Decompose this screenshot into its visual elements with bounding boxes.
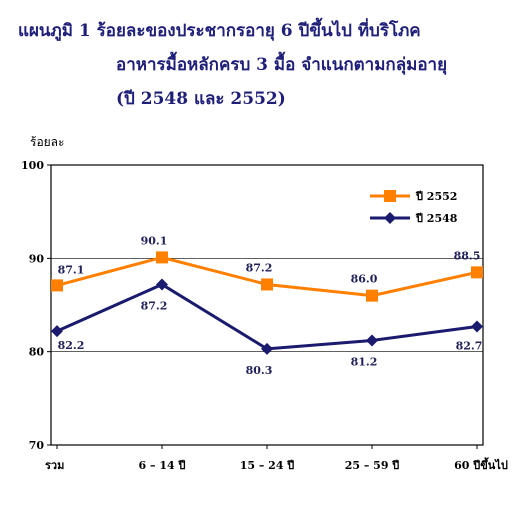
- x-tick-label: 6 – 14 ปี: [139, 459, 186, 472]
- data-point-diamond: [51, 325, 63, 338]
- data-label: 90.1: [141, 234, 168, 247]
- plot-area: [50, 164, 484, 446]
- data-point-square: [156, 251, 168, 264]
- data-point-diamond: [471, 320, 483, 333]
- title-line-3: (ปี 2548 และ 2552): [116, 89, 286, 109]
- legend-label: ปี 2552: [415, 190, 458, 203]
- legend-label: ปี 2548: [415, 212, 458, 225]
- y-tick-label: 90: [29, 252, 45, 265]
- data-label: 87.2: [246, 261, 273, 274]
- x-tick-label: รวม: [45, 459, 64, 472]
- data-label: 88.5: [454, 249, 481, 262]
- data-label: 82.7: [456, 339, 483, 352]
- chart-title: แผนภูมิ 1 ร้อยละของประชากรอายุ 6 ปีขึ้นไ…: [18, 14, 508, 116]
- x-tick-label: 15 – 24 ปี: [240, 459, 295, 472]
- y-axis-label: ร้อยละ: [30, 135, 64, 149]
- x-tick-label: 60 ปีขึ้นไป: [454, 457, 508, 472]
- data-label: 86.0: [351, 273, 378, 286]
- y-tick-label: 80: [29, 346, 45, 359]
- data-label: 81.2: [351, 355, 378, 368]
- data-label: 87.1: [58, 263, 85, 276]
- title-line-2: อาหารมื้อหลักครบ 3 มื้อ จำแนกตามกลุ่มอาย…: [116, 55, 448, 75]
- data-label: 87.2: [141, 299, 168, 312]
- y-tick-label: 100: [21, 159, 44, 172]
- data-point-square: [51, 279, 63, 292]
- title-line-1: แผนภูมิ 1 ร้อยละของประชากรอายุ 6 ปีขึ้นไ…: [18, 21, 421, 41]
- legend-marker-square: [384, 190, 396, 202]
- data-point-diamond: [261, 342, 273, 355]
- data-point-square: [261, 278, 273, 291]
- legend-marker-diamond: [384, 212, 396, 224]
- data-point-diamond: [366, 334, 378, 347]
- data-point-square: [366, 289, 378, 302]
- data-point-square: [471, 266, 483, 279]
- data-label: 80.3: [246, 364, 273, 377]
- data-label: 82.2: [58, 339, 85, 352]
- data-point-diamond: [156, 278, 168, 291]
- x-tick-label: 25 – 59 ปี: [345, 459, 400, 472]
- y-tick-label: 70: [29, 439, 45, 452]
